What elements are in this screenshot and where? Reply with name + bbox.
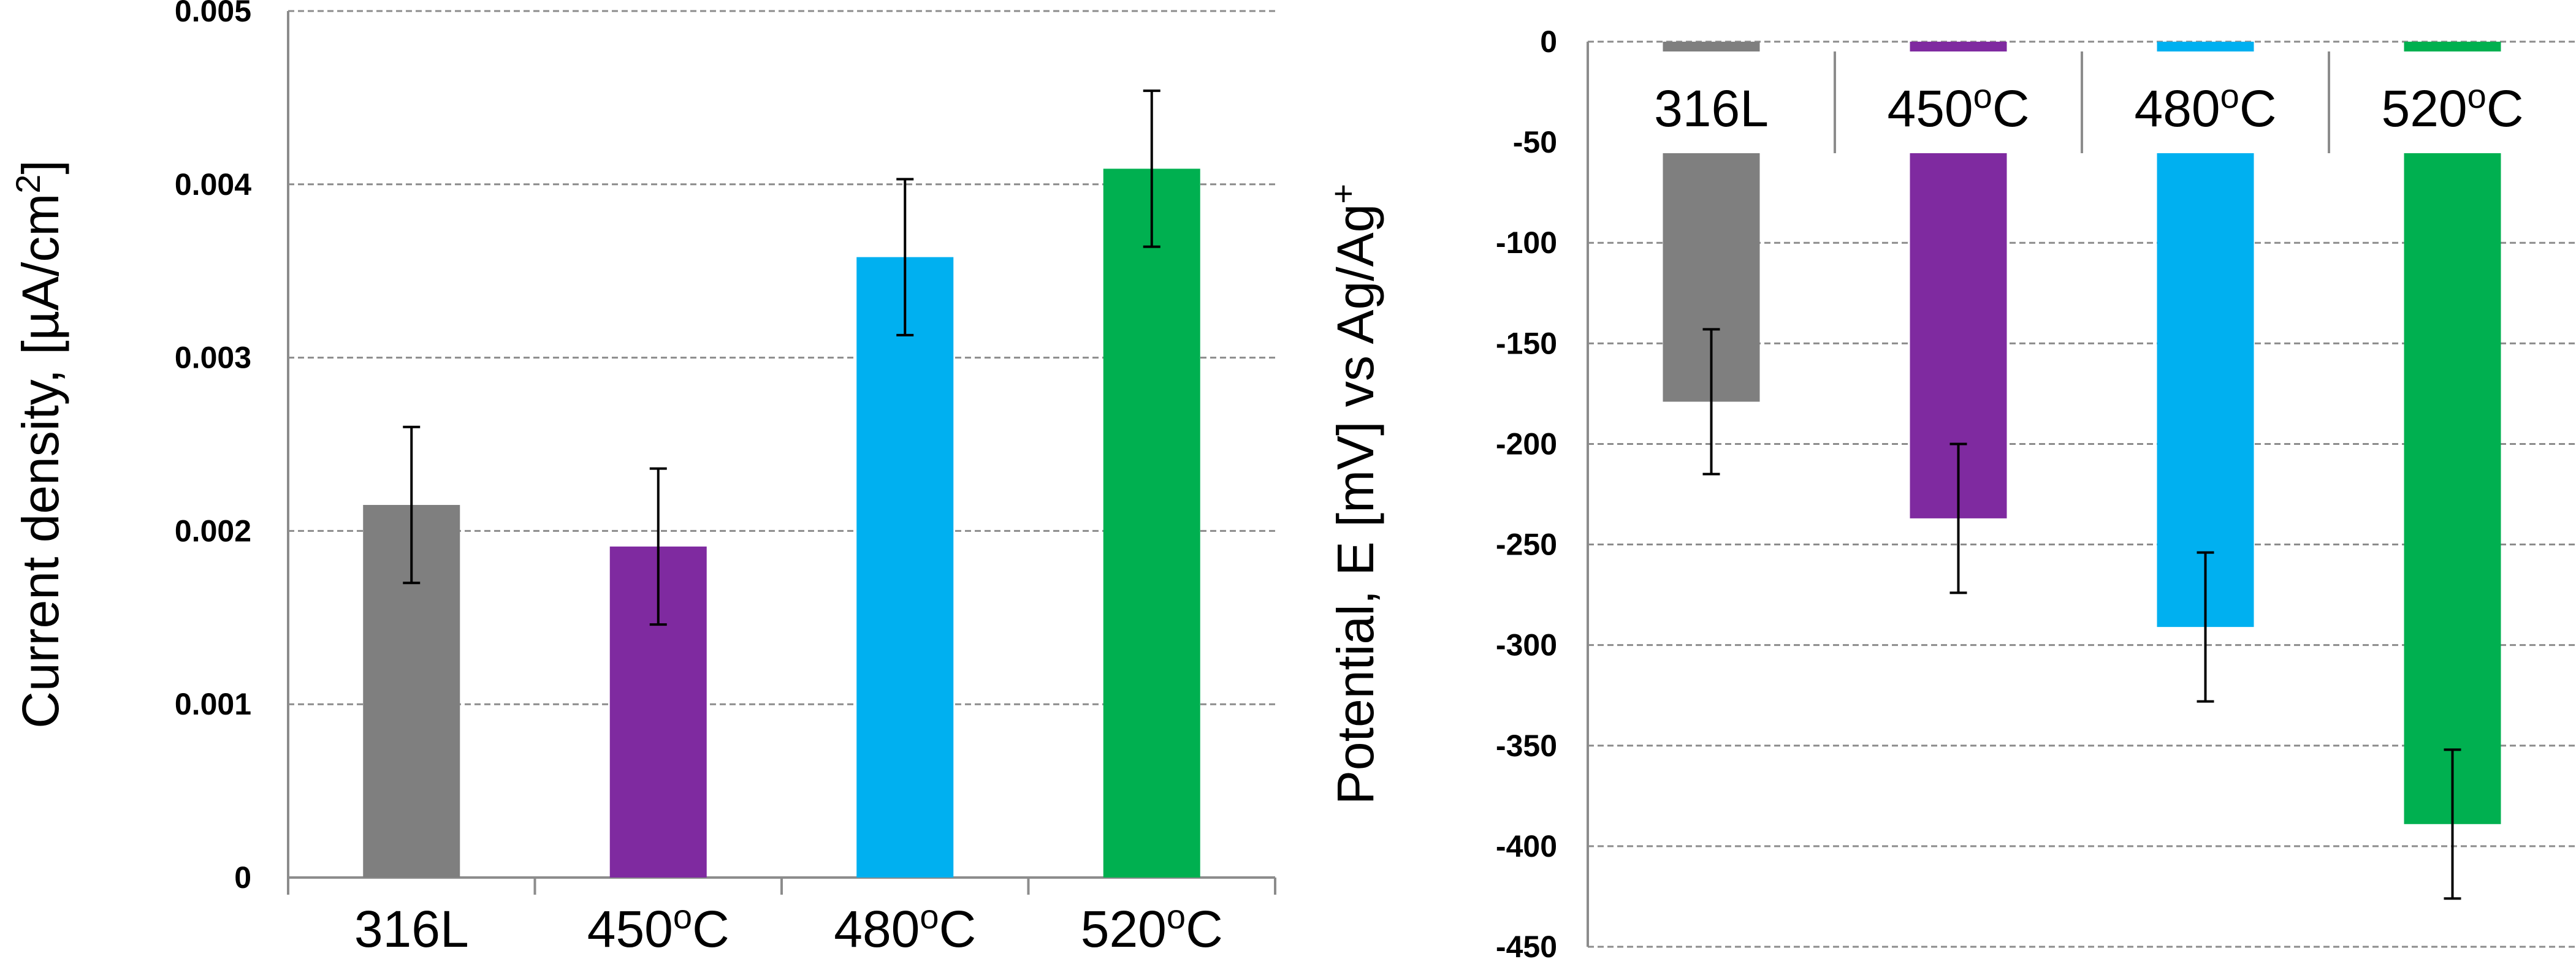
category-label: 520oC <box>2382 77 2524 137</box>
category-label: 316L <box>1654 80 1769 137</box>
category-label-unit: C <box>692 900 730 958</box>
category-label-superscript: o <box>1167 897 1186 936</box>
y-tick-label: 0 <box>1540 25 1557 59</box>
bar <box>2404 42 2501 824</box>
category-label-text: 520 <box>2382 80 2467 137</box>
y-tick-label: 0.005 <box>175 0 251 28</box>
y-tick-label: 0.004 <box>175 167 251 202</box>
category-label: 316L <box>354 900 469 958</box>
category-label-unit: C <box>2486 80 2524 137</box>
category-label-text: 450 <box>587 900 673 958</box>
y-tick-label: -400 <box>1496 829 1557 863</box>
bar <box>856 257 954 878</box>
category-label-text: 480 <box>2135 80 2220 137</box>
category-label-superscript: o <box>2220 77 2239 115</box>
category-label-text: 450 <box>1888 80 1973 137</box>
y-tick-label: -450 <box>1496 930 1557 964</box>
category-label-superscript: o <box>673 897 692 936</box>
y-axis-title-text: Potential, E [mV] vs Ag/Ag <box>1327 204 1384 805</box>
y-axis-title-superscript: 2 <box>9 175 47 194</box>
category-label-text: 520 <box>1081 900 1167 958</box>
y-tick-label: 0.003 <box>175 341 251 375</box>
category-label: 520oC <box>1081 897 1223 958</box>
y-tick-label: 0.002 <box>175 514 251 548</box>
category-label-text: 316L <box>354 900 469 958</box>
category-label: 480oC <box>2135 77 2277 137</box>
category-label-superscript: o <box>2467 77 2486 115</box>
category-label-unit: C <box>1186 900 1223 958</box>
potential-chart: 0 -50 -100 -150 -200 -250 -300 -350 -400 -450 316L… <box>1324 25 2576 964</box>
y-tick-label: -350 <box>1496 729 1557 763</box>
category-label-unit: C <box>1992 80 2030 137</box>
y-tick-label: 0 <box>234 860 251 895</box>
y-tick-label: -50 <box>1513 125 1557 159</box>
category-label-unit: C <box>2239 80 2277 137</box>
y-tick-label: -150 <box>1496 326 1557 360</box>
y-axis-title: Potential, E [mV] vs Ag/Ag+ <box>1324 184 1384 805</box>
y-tick-label: -200 <box>1496 427 1557 461</box>
category-label: 450oC <box>1888 77 2030 137</box>
y-tick-label: -250 <box>1496 528 1557 562</box>
y-tick-label: -300 <box>1496 628 1557 662</box>
y-axis-title-text: Current density, [µA/cm <box>12 194 69 729</box>
y-axis-title-superscript: + <box>1324 184 1362 204</box>
y-tick-label: 0.001 <box>175 687 251 721</box>
y-axis-title-tail: ] <box>12 160 69 174</box>
y-axis-title: Current density, [µA/cm2] <box>9 160 69 729</box>
bar <box>1103 169 1200 878</box>
y-tick-label: -100 <box>1496 226 1557 260</box>
category-label-text: 316L <box>1654 80 1769 137</box>
category-label: 480oC <box>834 897 976 958</box>
category-label-unit: C <box>939 900 977 958</box>
category-label-superscript: o <box>920 897 939 936</box>
category-label-text: 480 <box>834 900 920 958</box>
category-label: 450oC <box>587 897 730 958</box>
category-label-superscript: o <box>1973 77 1992 115</box>
